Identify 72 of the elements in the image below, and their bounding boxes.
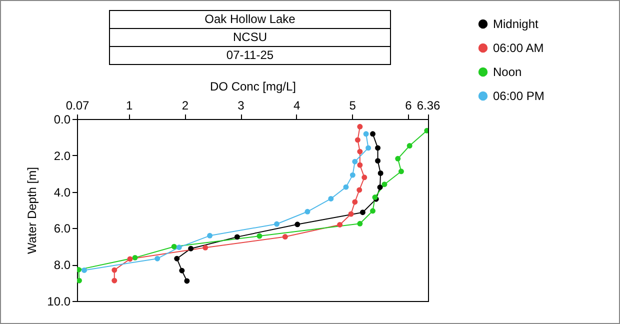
text: 07-11-25 [109, 46, 391, 65]
point [207, 232, 213, 238]
point [350, 172, 356, 178]
point [360, 210, 366, 216]
point [127, 256, 133, 262]
point [154, 256, 160, 262]
point [294, 222, 300, 228]
point [398, 168, 404, 174]
legend-label: 06:00 PM [493, 89, 544, 103]
x-tick-label: 6.36 [416, 98, 440, 112]
y-tick-label: 6.0 [54, 222, 71, 236]
point [357, 162, 363, 168]
point [174, 256, 180, 262]
legend-label: Midnight [493, 17, 540, 31]
point [354, 137, 360, 143]
point [375, 145, 381, 151]
point [77, 278, 82, 284]
point [179, 268, 185, 274]
point [377, 184, 383, 190]
point [348, 211, 354, 217]
point [112, 278, 118, 284]
x-tick-label: 6 [405, 98, 412, 112]
y-tick-label: 2.0 [54, 148, 71, 163]
point [234, 234, 240, 240]
point [352, 199, 358, 205]
point [366, 145, 372, 151]
point [328, 196, 334, 202]
point [132, 254, 138, 260]
point [370, 208, 376, 214]
point [352, 158, 358, 164]
point [171, 244, 177, 250]
y-tick-label: 0.0 [54, 112, 71, 126]
y-tick-label: 10.0 [47, 294, 71, 308]
point [357, 148, 363, 154]
point [406, 143, 412, 148]
y-tick-label: 8.0 [54, 258, 71, 272]
point [202, 244, 208, 250]
x-tick-label: 5 [349, 98, 356, 112]
point [357, 124, 363, 130]
point [82, 268, 87, 273]
x-tick-label: 2 [182, 98, 189, 112]
y-tick-label: 4.0 [54, 185, 71, 200]
x-tick-label: 3 [238, 98, 245, 112]
y-axis-title: Water Depth [m] [25, 167, 40, 254]
point [370, 131, 376, 137]
x-tick-label: 4 [293, 98, 300, 112]
point [77, 266, 82, 272]
point [375, 158, 381, 164]
point [274, 221, 280, 227]
point [256, 233, 262, 239]
legend-label: 06:00 AM [493, 41, 544, 55]
chart-title: Oak Hollow Lake [109, 10, 391, 29]
point [378, 170, 384, 176]
point [176, 244, 182, 250]
point [188, 246, 194, 252]
x-tick-label: 1 [126, 98, 134, 112]
point [112, 267, 118, 273]
point [362, 174, 368, 180]
point [356, 187, 362, 193]
chart-subtitle: NCSU [109, 28, 391, 47]
point [282, 234, 288, 240]
legend-label: Noon [493, 65, 522, 79]
point [395, 156, 401, 162]
point [382, 182, 388, 188]
point [357, 220, 363, 226]
point [343, 184, 349, 190]
x-tick-label: 0.07 [66, 98, 90, 112]
x-axis-title: DO Conc [mg/L] [210, 80, 296, 94]
point [363, 131, 369, 137]
point [337, 222, 343, 228]
point [184, 278, 190, 284]
point [304, 208, 310, 214]
